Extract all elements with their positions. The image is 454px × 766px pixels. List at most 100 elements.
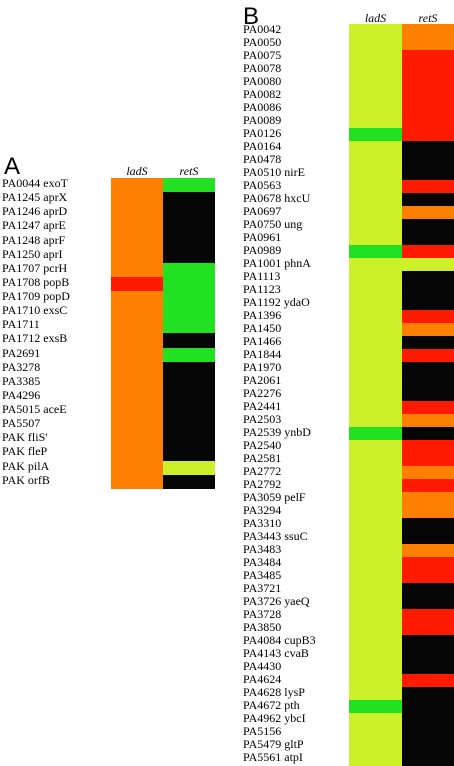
heatmap-cell-ladS	[349, 505, 402, 519]
heatmap-cell-retS	[402, 219, 454, 233]
heatmap-cell-retS	[402, 349, 454, 363]
heatmap-cell-retS	[402, 466, 454, 480]
gene-label: PA1709 popD	[2, 289, 70, 304]
heatmap-cell-ladS	[349, 492, 402, 506]
gene-label: PA0164	[243, 139, 282, 153]
gene-label: PA4672 pth	[243, 698, 300, 712]
heatmap-cell-retS	[402, 297, 454, 311]
heatmap-cell-ladS	[349, 518, 402, 532]
heatmap-cell-ladS	[349, 401, 402, 415]
heatmap-cell-ladS	[349, 414, 402, 428]
gene-label: PA4084 cupB3	[243, 633, 316, 647]
heatmap-cell-retS	[163, 234, 215, 250]
heatmap-cell-retS	[402, 752, 454, 766]
heatmap-cell-retS	[402, 479, 454, 493]
heatmap-cell-retS	[163, 262, 215, 278]
heatmap-cell-ladS	[349, 50, 402, 64]
heatmap-cell-retS	[163, 375, 215, 391]
heatmap-cell-ladS	[349, 323, 402, 337]
heatmap-cell-retS	[163, 178, 215, 193]
gene-label: PA1710 exsC	[2, 303, 68, 318]
heatmap-cell-retS	[402, 583, 454, 597]
gene-label: PA1113	[243, 269, 281, 283]
heatmap-cell-ladS	[349, 531, 402, 545]
heatmap-cell-ladS	[111, 333, 163, 349]
gene-label: PA2276	[243, 386, 282, 400]
heatmap-cell-ladS	[349, 245, 402, 259]
heatmap-cell-ladS	[111, 418, 163, 433]
gene-label: PA3294	[243, 503, 282, 517]
gene-label: PA3726 yaeQ	[243, 594, 310, 608]
heatmap-cell-retS	[163, 206, 215, 221]
panel-a-retS-header: retS	[179, 164, 199, 178]
heatmap-cell-ladS	[349, 453, 402, 467]
gene-label: PA1970	[243, 360, 282, 374]
gene-label: PA3385	[2, 373, 41, 388]
heatmap-cell-ladS	[111, 276, 163, 292]
gene-label: PA1707 pcrH	[2, 260, 68, 275]
gene-label: PA3059 pelF	[243, 490, 306, 504]
heatmap-cell-ladS	[111, 248, 163, 264]
heatmap-cell-retS	[402, 492, 454, 506]
heatmap-cell-retS	[402, 570, 454, 584]
gene-label: PA2581	[243, 451, 282, 465]
heatmap-cell-ladS	[349, 271, 402, 285]
gene-label: PA0080	[243, 74, 282, 88]
heatmap-cell-retS	[402, 687, 454, 701]
panel-b-retS-header: retS	[418, 11, 438, 25]
gene-label: PA5015 aceE	[2, 402, 67, 417]
heatmap-cell-retS	[402, 63, 454, 77]
heatmap-cell-retS	[402, 557, 454, 571]
heatmap-cell-ladS	[349, 37, 402, 51]
gene-label: PA1466	[243, 334, 282, 348]
heatmap-cell-retS	[163, 446, 215, 462]
panel-a-letter: A	[4, 153, 21, 180]
heatmap-cell-retS	[163, 418, 215, 433]
gene-label: PA0042	[243, 22, 282, 36]
heatmap-cell-ladS	[349, 284, 402, 298]
heatmap-cell-ladS	[349, 232, 402, 246]
heatmap-cell-retS	[402, 518, 454, 532]
heatmap-cell-ladS	[349, 76, 402, 90]
heatmap-cell-retS	[402, 700, 454, 714]
gene-label: PA3310	[243, 516, 282, 530]
heatmap-cell-retS	[402, 154, 454, 168]
heatmap-cell-ladS	[349, 583, 402, 597]
heatmap-cell-ladS	[349, 427, 402, 441]
heatmap-cell-ladS	[349, 180, 402, 194]
gene-label: PA1245 aprX	[2, 190, 68, 205]
heatmap-cell-retS	[402, 362, 454, 376]
gene-label: PAK orfB	[2, 472, 50, 487]
gene-label: PA0989	[243, 243, 282, 257]
heatmap-cell-retS	[402, 89, 454, 103]
heatmap-cell-ladS	[349, 635, 402, 649]
heatmap-cell-ladS	[349, 622, 402, 636]
heatmap-cell-retS	[402, 531, 454, 545]
heatmap-cell-ladS	[349, 544, 402, 558]
heatmap-cell-ladS	[349, 440, 402, 454]
gene-label: PAK fleP	[2, 444, 48, 459]
heatmap-cell-retS	[402, 453, 454, 467]
heatmap-cell-retS	[402, 622, 454, 636]
heatmap-cell-ladS	[349, 752, 402, 766]
heatmap-cell-ladS	[349, 206, 402, 220]
heatmap-cell-ladS	[349, 89, 402, 103]
gene-label: PA2441	[243, 399, 282, 413]
heatmap-cell-retS	[163, 474, 215, 490]
gene-label: PA3484	[243, 555, 282, 569]
gene-label: PA0510 nirE	[243, 165, 305, 179]
heatmap-cell-retS	[402, 167, 454, 181]
heatmap-cell-retS	[163, 291, 215, 306]
gene-label: PA3278	[2, 359, 41, 374]
gene-label: PA2772	[243, 464, 282, 478]
heatmap-cell-ladS	[111, 262, 163, 278]
gene-label: PA1712 exsB	[2, 331, 68, 346]
gene-label: PA3483	[243, 542, 282, 556]
heatmap-cell-retS	[402, 310, 454, 324]
gene-label: PA1450	[243, 321, 282, 335]
heatmap-cell-retS	[402, 427, 454, 441]
heatmap-cell-ladS	[111, 460, 163, 476]
heatmap-cell-ladS	[349, 739, 402, 753]
heatmap-cell-retS	[402, 336, 454, 350]
gene-label: PAK pilA	[2, 458, 50, 473]
